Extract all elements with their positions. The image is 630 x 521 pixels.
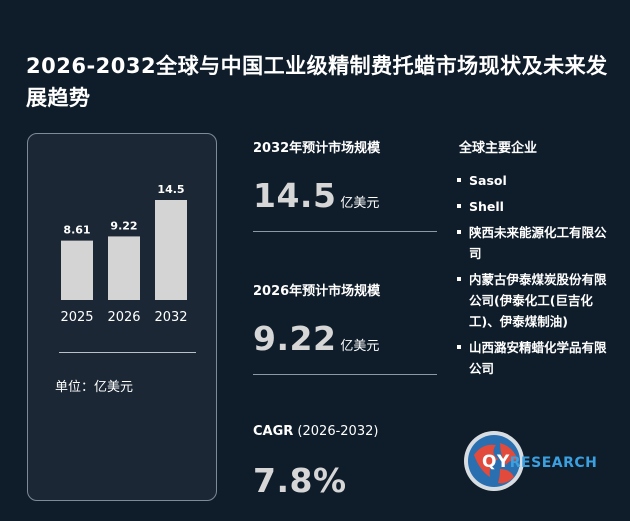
- companies-title: 全球主要企业: [459, 141, 538, 156]
- metric-cagr: CAGR (2026-2032) 7.8%: [253, 424, 438, 500]
- list-item: Sasol: [453, 170, 613, 191]
- bar-chart: 8.61 2025 9.22 2026 14.5 2032: [60, 183, 187, 325]
- cagr-label: CAGR (2026-2032): [253, 424, 438, 439]
- category-label: 2026: [107, 310, 140, 325]
- bar-2025: [61, 240, 93, 300]
- category-label: 2032: [154, 310, 187, 325]
- company-name: Sasol: [469, 173, 507, 188]
- logo-text-qy: QY: [482, 452, 510, 472]
- company-name: Shell: [469, 199, 504, 214]
- list-item: 陕西未来能源化工有限公司: [453, 222, 613, 264]
- metric-2026-label: 2026年预计市场规模: [253, 284, 381, 299]
- logo-text-research: RESEARCH: [509, 455, 598, 471]
- cagr-label-bold: CAGR: [253, 424, 294, 439]
- metric-2032-value: 14.5: [253, 176, 337, 215]
- metric-2026: 2026年预计市场规模 9.22 亿美元: [253, 280, 438, 358]
- chart-divider: [59, 352, 196, 353]
- metric-separator: [253, 231, 437, 232]
- cagr-value: 7.8%: [253, 461, 347, 500]
- qyresearch-logo: QYRESEARCH: [460, 425, 610, 495]
- metric-separator: [253, 374, 437, 375]
- market-size-chart-card: 8.61 2025 9.22 2026 14.5 2032 单位：亿美元: [27, 133, 217, 501]
- unit-note: 单位：亿美元: [55, 380, 134, 395]
- logo-wordmark: QYRESEARCH: [482, 452, 597, 472]
- companies-list: Sasol Shell 陕西未来能源化工有限公司 内蒙古伊泰煤炭股份有限公司(伊…: [453, 170, 613, 384]
- metric-2026-unit: 亿美元: [340, 339, 380, 354]
- company-name: 陕西未来能源化工有限公司: [469, 225, 607, 261]
- bar-2026: [108, 236, 140, 300]
- list-item: 山西潞安精蜡化学品有限公司: [453, 337, 613, 379]
- cagr-label-period: (2026-2032): [293, 424, 379, 439]
- data-label: 9.22: [110, 219, 137, 232]
- company-name: 内蒙古伊泰煤炭股份有限公司(伊泰化工(巨吉化工)、伊泰煤制油): [469, 272, 607, 329]
- bullet-icon: [457, 345, 461, 349]
- globe-icon: [464, 431, 524, 491]
- bullet-icon: [457, 204, 461, 208]
- metric-2026-value: 9.22: [253, 319, 337, 358]
- bullet-icon: [457, 178, 461, 182]
- metric-2032-label: 2032年预计市场规模: [253, 141, 381, 156]
- list-item: Shell: [453, 196, 613, 217]
- data-label: 14.5: [157, 183, 184, 196]
- company-name: 山西潞安精蜡化学品有限公司: [469, 340, 607, 376]
- data-label: 8.61: [63, 224, 90, 237]
- bullet-icon: [457, 230, 461, 234]
- metric-2032-unit: 亿美元: [340, 196, 380, 211]
- list-item: 内蒙古伊泰煤炭股份有限公司(伊泰化工(巨吉化工)、伊泰煤制油): [453, 269, 613, 332]
- bullet-icon: [457, 277, 461, 281]
- category-label: 2025: [60, 310, 93, 325]
- bar-2032: [155, 200, 187, 300]
- metric-2032: 2032年预计市场规模 14.5 亿美元: [253, 137, 438, 215]
- page-title: 2026-2032全球与中国工业级精制费托蜡市场现状及未来发展趋势: [26, 54, 608, 110]
